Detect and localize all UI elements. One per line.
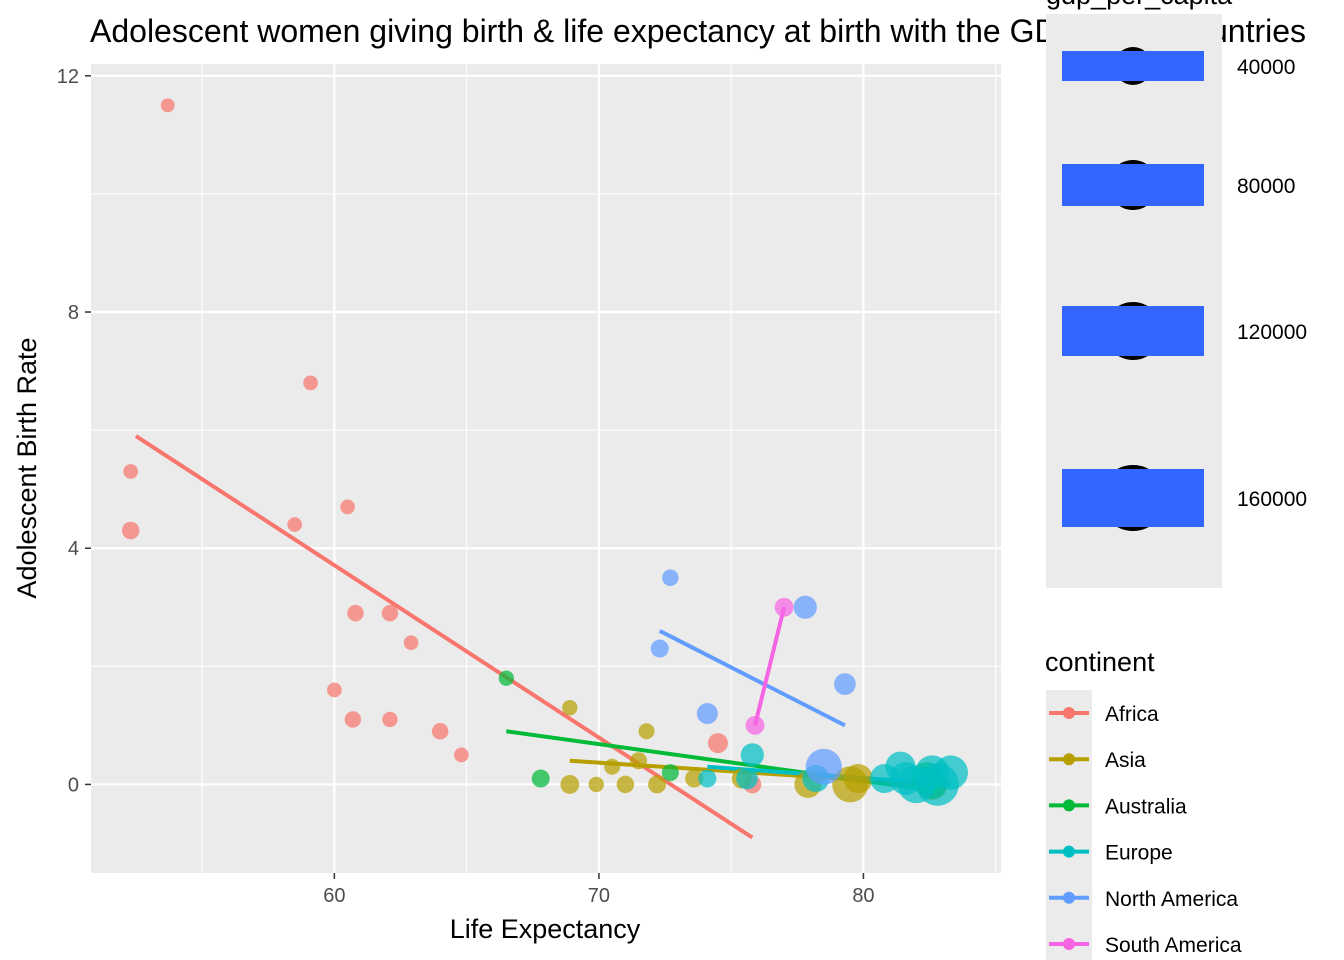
data-point	[340, 499, 355, 515]
color-legend-point	[1063, 799, 1075, 812]
data-point	[933, 755, 968, 790]
data-point	[662, 569, 679, 587]
data-point	[498, 670, 515, 686]
data-point	[685, 769, 704, 788]
data-point	[347, 604, 364, 622]
y-tick-label: 12	[57, 66, 79, 88]
size-legend-label: 80000	[1237, 175, 1295, 198]
data-point	[698, 769, 717, 788]
data-point	[588, 776, 604, 793]
data-point	[736, 767, 758, 790]
data-point	[531, 769, 550, 788]
color-legend-label: Africa	[1105, 703, 1159, 726]
size-legend-key	[1062, 469, 1204, 527]
data-point	[661, 764, 679, 782]
data-point	[121, 521, 140, 540]
data-point	[560, 774, 580, 794]
color-legend-label: Australia	[1105, 795, 1187, 818]
color-legend-title: continent	[1045, 647, 1155, 677]
size-legend-label: 120000	[1237, 321, 1307, 344]
y-tick-label: 8	[68, 302, 79, 324]
x-tick-label: 60	[323, 885, 345, 907]
data-point	[834, 673, 856, 695]
data-point	[160, 98, 175, 113]
color-legend-label: North America	[1105, 888, 1238, 911]
data-point	[381, 604, 399, 622]
data-points	[121, 98, 968, 806]
data-point	[327, 682, 342, 698]
size-legend: gdp_per_capita 40000 80000 120000 160000	[1046, 0, 1307, 588]
y-tick-label: 4	[68, 538, 79, 560]
size-legend-key	[1062, 306, 1204, 356]
data-point	[648, 775, 667, 794]
size-legend-label: 40000	[1237, 56, 1295, 79]
grid	[91, 64, 1001, 873]
color-legend-label: South America	[1105, 934, 1242, 957]
size-legend-key	[1062, 51, 1204, 81]
data-point	[805, 748, 842, 785]
color-legend-point	[1063, 707, 1075, 719]
trend-line	[753, 606, 787, 726]
x-axis: 60 70 80	[323, 873, 875, 907]
trend-line	[134, 434, 754, 840]
x-tick-label: 80	[852, 885, 874, 907]
data-point	[793, 595, 817, 619]
color-legend-point	[1063, 753, 1075, 766]
y-axis: 0 4 8 12	[57, 66, 91, 796]
color-legend-key-background	[1046, 690, 1092, 960]
data-point	[303, 375, 318, 391]
x-tick-label: 70	[588, 885, 610, 907]
data-point	[843, 763, 873, 794]
color-legend-label: Asia	[1105, 749, 1146, 772]
data-point	[630, 752, 648, 770]
data-point	[774, 597, 794, 617]
data-point	[740, 743, 764, 767]
data-point	[707, 733, 728, 754]
size-legend-label: 160000	[1237, 488, 1307, 511]
trend-line	[658, 629, 846, 728]
y-axis-title: Adolescent Birth Rate	[12, 337, 42, 598]
data-point	[454, 747, 469, 763]
color-legend-point	[1063, 938, 1075, 950]
color-legend-point	[1063, 891, 1075, 904]
x-axis-title: Life Expectancy	[450, 914, 641, 944]
y-tick-label: 0	[68, 774, 79, 796]
color-legend: continent Africa Asia Australia Europe North…	[1045, 647, 1242, 960]
size-legend-title: gdp_per_capita	[1046, 0, 1233, 10]
color-legend-point	[1063, 845, 1075, 858]
data-point	[382, 711, 398, 728]
data-point	[650, 639, 669, 658]
data-point	[344, 711, 362, 728]
data-point	[403, 635, 419, 651]
data-point	[638, 723, 655, 740]
size-legend-key	[1062, 164, 1204, 206]
data-point	[431, 723, 449, 740]
data-point	[562, 699, 578, 716]
data-point	[745, 715, 765, 735]
data-point	[696, 703, 718, 725]
data-point	[287, 517, 303, 532]
data-point	[616, 775, 635, 794]
color-legend-label: Europe	[1105, 842, 1173, 865]
data-point	[123, 464, 139, 479]
data-point	[604, 758, 621, 775]
